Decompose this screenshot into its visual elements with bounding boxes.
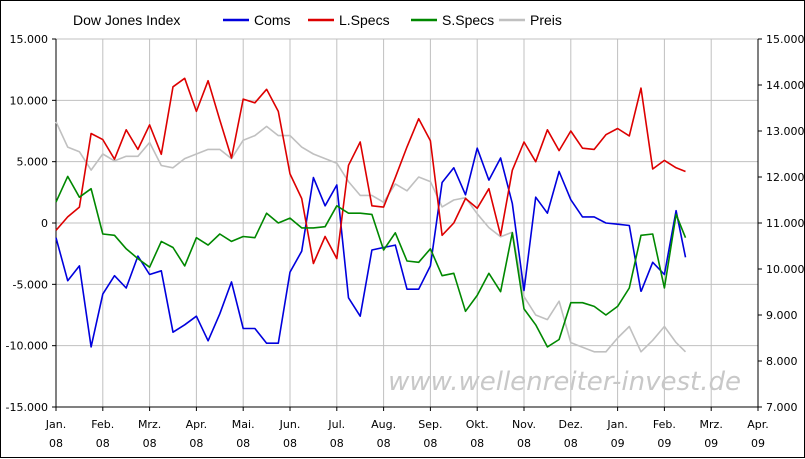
x-tick-year: 09 (704, 437, 718, 450)
x-tick-year: 08 (330, 437, 344, 450)
series-line-preis (55, 121, 687, 353)
x-tick-year: 08 (564, 437, 578, 450)
left-axis-tick-labels: 15.000 10.000 5.000 0 -5.000 -10.000 -15.000 (6, 33, 56, 414)
x-tick-year: 08 (377, 437, 391, 450)
left-tick-label: -10.000 (6, 340, 48, 353)
x-tick-month: Mrz. (138, 418, 161, 431)
right-tick-label: 12.000 (766, 171, 805, 184)
right-tick-label: 9.000 (766, 309, 798, 322)
series-line-coms (55, 147, 642, 348)
watermark: www.wellenreiter-invest.de (388, 367, 741, 397)
x-tick-year: 08 (189, 437, 203, 450)
x-tick-year: 08 (517, 437, 531, 450)
x-tick-month: Jan. (606, 418, 627, 431)
left-tick-label: -15.000 (6, 401, 48, 414)
grid-lines (55, 38, 759, 408)
x-tick-month: Okt. (466, 418, 489, 431)
left-tick-label: 10.000 (10, 94, 49, 107)
x-tick-month: Feb. (653, 418, 676, 431)
legend-label: L.Specs (339, 12, 390, 28)
x-tick-year: 08 (470, 437, 484, 450)
x-tick-month: Nov. (512, 418, 536, 431)
right-tick-label: 10.000 (766, 263, 805, 276)
x-tick-year: 08 (143, 437, 157, 450)
series-line-s-specs (55, 175, 687, 348)
x-tick-month: Jan. (45, 418, 66, 431)
x-tick-month: Jul. (327, 418, 345, 431)
left-tick-label: 15.000 (10, 33, 49, 46)
legend-label: Coms (254, 12, 291, 28)
right-tick-label: 13.000 (766, 125, 805, 138)
series-lines (55, 77, 687, 353)
x-axis-tick-labels: Jan. 08 Feb. 08 Mrz. 08 Apr. 08 Mai. 08 Jun. 08 Jul.… (45, 407, 769, 450)
x-tick-month: Mrz. (700, 418, 723, 431)
legend-label: Preis (530, 12, 562, 28)
x-tick-year: 09 (657, 437, 671, 450)
right-axis-tick-labels: 15.000 14.000 13.000 12.000 11.000 10.000 9.00… (758, 33, 805, 414)
x-tick-year: 09 (751, 437, 765, 450)
x-tick-month: Aug. (371, 418, 396, 431)
right-tick-label: 15.000 (766, 33, 805, 46)
x-tick-month: Jun. (279, 418, 301, 431)
chart-title: Dow Jones Index (73, 12, 180, 28)
x-tick-month: Mai. (232, 418, 255, 431)
x-tick-month: Apr. (747, 418, 769, 431)
series-line-l-specs (55, 77, 686, 265)
right-tick-label: 8.000 (766, 355, 798, 368)
x-tick-year: 08 (283, 437, 297, 450)
x-tick-year: 08 (96, 437, 110, 450)
x-tick-year: 08 (49, 437, 63, 450)
series-line-coms-tail (640, 209, 687, 292)
legend: Coms L.Specs S.Specs Preis (223, 12, 562, 28)
right-tick-label: 11.000 (766, 217, 805, 230)
legend-label: S.Specs (442, 12, 494, 28)
right-tick-label: 7.000 (766, 401, 798, 414)
left-tick-label: 5.000 (17, 156, 49, 169)
x-tick-year: 08 (236, 437, 250, 450)
x-tick-month: Apr. (186, 418, 208, 431)
x-tick-year: 08 (423, 437, 437, 450)
x-tick-month: Feb. (91, 418, 114, 431)
x-tick-month: Dez. (559, 418, 584, 431)
x-tick-year: 09 (611, 437, 625, 450)
x-tick-month: Sep. (418, 418, 442, 431)
left-tick-label: -5.000 (13, 278, 48, 291)
left-tick-label: 0 (41, 217, 48, 230)
right-tick-label: 14.000 (766, 79, 805, 92)
